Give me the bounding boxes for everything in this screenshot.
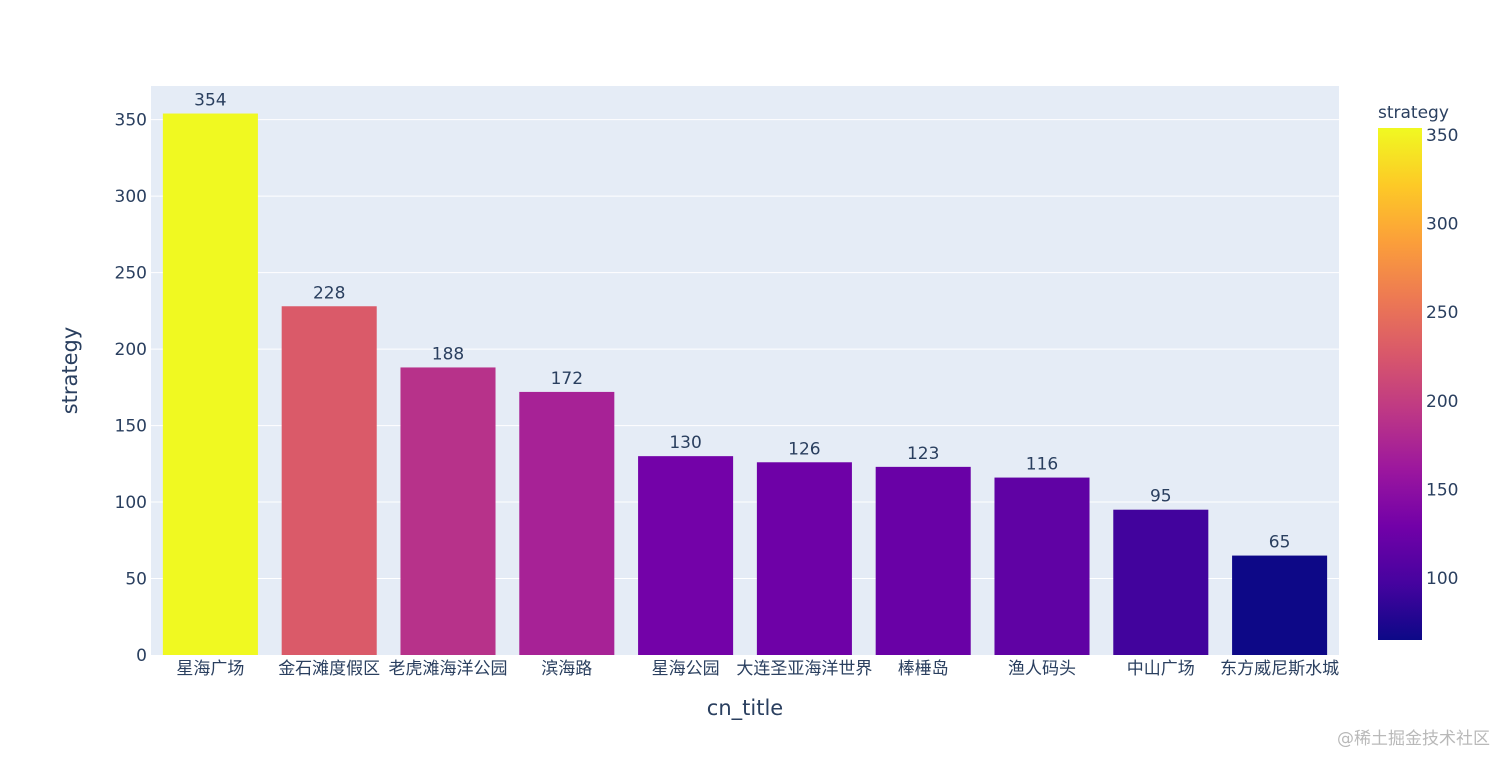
colorbar-tick-label: 300 [1426,215,1458,235]
bar[interactable] [400,367,496,655]
y-axis-title: strategy [58,327,82,415]
bar-value-label: 172 [551,369,583,389]
bar-value-label: 130 [669,433,701,453]
bar-value-label: 95 [1150,487,1172,507]
bar[interactable] [638,456,734,655]
colorbar-tick-label: 150 [1426,480,1458,500]
y-tick-label: 150 [115,417,147,437]
colorbar-tick-label: 250 [1426,303,1458,323]
y-tick-label: 350 [115,111,147,131]
x-tick-label: 星海公园 [652,659,720,679]
colorbar-tick-labels: 100 150 200 250 300 350 [1426,126,1458,589]
y-tick-label: 100 [115,493,147,513]
x-tick-label: 滨海路 [541,659,592,679]
colorbar-title: strategy [1378,103,1449,123]
bar-value-label: 126 [788,439,820,459]
bar-labels: 354 228 188 172 130 126 123 116 95 65 [194,91,1290,553]
bar-value-label: 354 [194,91,226,111]
x-tick-label: 星海广场 [176,659,244,679]
x-axis-title: cn_title [707,696,783,721]
x-tick-label: 棒棰岛 [898,659,949,679]
x-tick-labels: 星海广场 金石滩度假区 老虎滩海洋公园 滨海路 星海公园 大连圣亚海洋世界 棒棰岛 渔人码头 中… [176,659,1339,679]
bar-value-label: 65 [1269,533,1291,553]
colorbar-gradient [1378,128,1422,640]
y-tick-label: 200 [115,340,147,360]
bars [162,113,1328,656]
bar[interactable] [1113,509,1209,655]
x-tick-label: 金石滩度假区 [278,659,380,679]
bar[interactable] [1232,555,1328,655]
bar[interactable] [281,306,377,655]
bar-value-label: 116 [1026,455,1058,475]
x-tick-label: 渔人码头 [1008,659,1076,679]
colorbar: strategy 100 150 200 250 300 350 [1378,103,1458,640]
y-tick-label: 50 [125,570,147,590]
x-tick-label: 大连圣亚海洋世界 [736,659,872,679]
colorbar-tick-label: 350 [1426,126,1458,146]
y-tick-label: 0 [136,646,147,666]
bar[interactable] [756,462,852,655]
bar[interactable] [875,466,971,655]
x-tick-label: 东方威尼斯水城 [1220,659,1339,679]
x-tick-label: 老虎滩海洋公园 [389,659,508,679]
y-tick-labels: 0 50 100 150 200 250 300 350 [115,111,147,666]
bar[interactable] [162,113,258,656]
watermark: @稀土掘金技术社区 [1337,729,1490,749]
bar-value-label: 188 [432,344,464,364]
colorbar-tick-label: 100 [1426,569,1458,589]
bar[interactable] [519,391,615,655]
bar-value-label: 123 [907,444,939,464]
y-tick-label: 250 [115,264,147,284]
colorbar-tick-label: 200 [1426,392,1458,412]
y-tick-label: 300 [115,187,147,207]
bar[interactable] [994,477,1090,655]
x-tick-label: 中山广场 [1127,659,1195,679]
bar-value-label: 228 [313,283,345,303]
